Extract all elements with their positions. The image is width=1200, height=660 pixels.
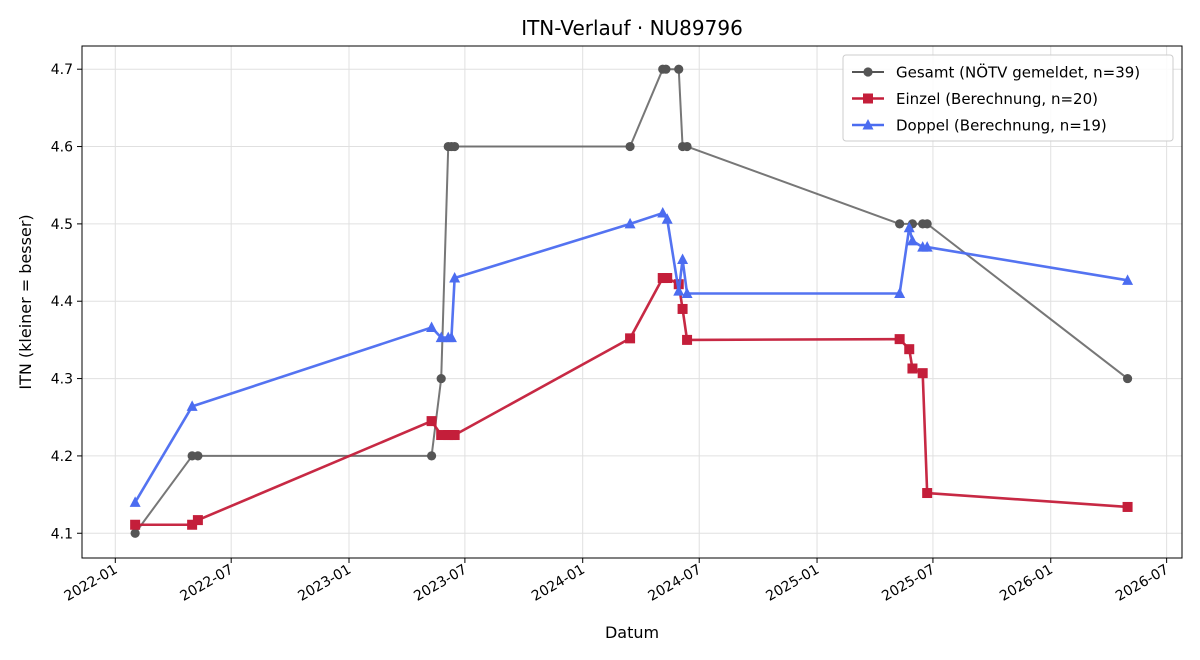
- data-point-gesamt: [895, 219, 905, 229]
- y-tick-label: 4.5: [51, 217, 73, 233]
- data-point-doppel: [426, 321, 438, 333]
- y-tick-label: 4.2: [51, 449, 73, 465]
- data-point-einzel: [904, 344, 915, 355]
- data-point-doppel: [921, 241, 933, 252]
- legend-marker-einzel: [863, 93, 873, 104]
- x-axis-label: Datum: [605, 623, 659, 642]
- y-tick-label: 4.3: [51, 372, 73, 388]
- data-point-einzel: [130, 519, 141, 530]
- data-point-doppel: [449, 272, 461, 283]
- data-point-gesamt: [1122, 373, 1133, 384]
- data-point-doppel: [186, 400, 198, 411]
- data-point-doppel: [673, 285, 685, 296]
- data-point-doppel: [677, 253, 689, 264]
- data-point-einzel: [426, 416, 437, 427]
- y-tick-label: 4.7: [51, 62, 73, 78]
- data-point-einzel: [917, 368, 928, 379]
- data-point-einzel: [436, 430, 447, 441]
- series-group: [129, 64, 1134, 538]
- data-point-einzel: [922, 488, 933, 499]
- grid: [82, 46, 1182, 558]
- data-point-gesamt: [625, 141, 635, 152]
- legend-marker-doppel: [862, 119, 874, 130]
- data-point-gesamt: [436, 373, 446, 384]
- data-point-doppel: [657, 207, 669, 218]
- data-point-gesamt: [674, 64, 684, 74]
- series-gesamt: [130, 64, 1133, 538]
- data-point-einzel: [1122, 501, 1133, 512]
- legend-marker-gesamt: [863, 67, 873, 77]
- data-point-einzel: [625, 333, 636, 344]
- data-point-doppel: [661, 213, 673, 224]
- y-tick-label: 4.1: [51, 526, 73, 542]
- data-point-gesamt: [426, 451, 437, 461]
- data-point-einzel: [682, 334, 693, 345]
- data-point-gesamt: [450, 141, 460, 152]
- legend-label-doppel: Doppel (Berechnung, n=19): [896, 117, 1107, 135]
- data-point-einzel: [907, 363, 918, 374]
- series-doppel: [129, 207, 1134, 507]
- plot-frame: [81, 45, 1183, 559]
- chart-title: ITN-Verlauf · NU89796: [521, 16, 743, 40]
- y-tick-label: 4.6: [51, 140, 73, 156]
- data-point-doppel: [1122, 274, 1134, 285]
- data-point-einzel: [894, 334, 905, 345]
- data-point-gesamt: [661, 64, 671, 74]
- data-point-doppel: [445, 331, 457, 343]
- data-point-einzel: [677, 303, 688, 314]
- data-point-doppel: [906, 234, 918, 246]
- data-point-gesamt: [193, 451, 203, 461]
- data-point-doppel: [903, 221, 915, 233]
- y-axis: 4.1 4.2 4.3 4.4 4.5 4.6 4.7: [51, 62, 82, 542]
- data-point-einzel: [192, 515, 203, 526]
- data-point-gesamt: [682, 141, 692, 152]
- data-point-doppel: [681, 287, 693, 298]
- y-axis-label: ITN (kleiner = besser): [16, 214, 35, 389]
- data-point-gesamt: [922, 219, 932, 229]
- data-point-doppel: [435, 331, 447, 343]
- legend-label-gesamt: Gesamt (NÖTV gemeldet, n=39): [896, 63, 1140, 82]
- data-point-doppel: [129, 496, 141, 507]
- y-tick-label: 4.4: [51, 294, 73, 310]
- data-point-einzel: [662, 273, 673, 284]
- data-point-doppel: [624, 217, 636, 229]
- data-point-doppel: [894, 287, 906, 298]
- legend-label-einzel: Einzel (Berechnung, n=20): [896, 90, 1098, 108]
- data-point-einzel: [449, 430, 460, 441]
- data-point-gesamt: [130, 528, 140, 538]
- legend-box: [842, 54, 1174, 142]
- data-point-einzel: [187, 519, 198, 530]
- legend: Gesamt (NÖTV gemeldet, n=39) Einzel (Bere…: [842, 54, 1174, 142]
